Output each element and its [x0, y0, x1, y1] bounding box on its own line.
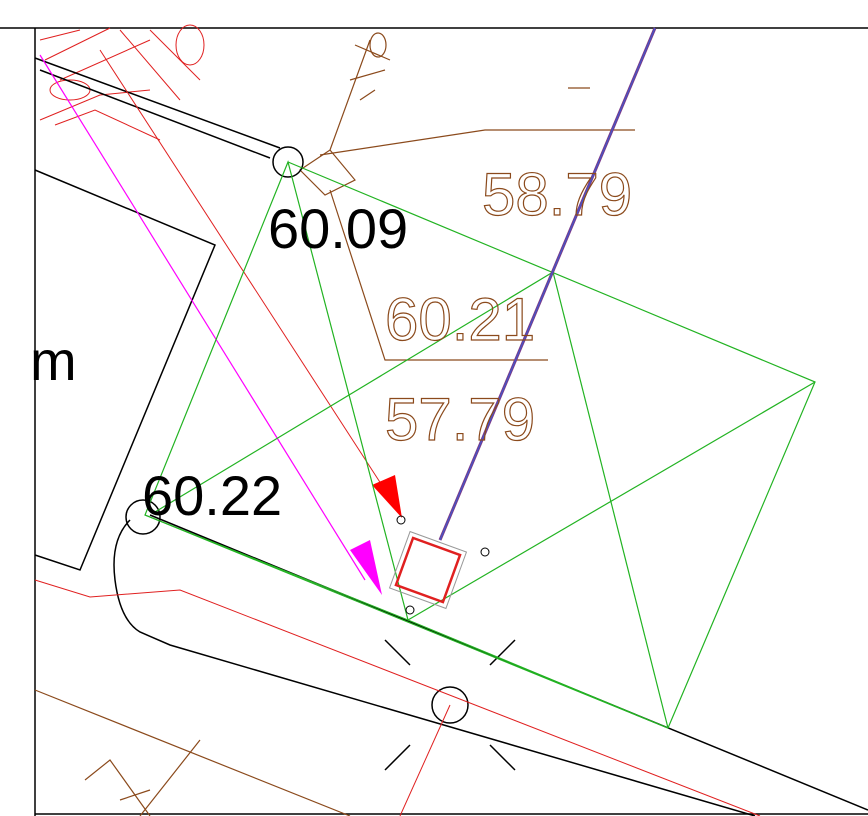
point — [480, 547, 490, 557]
level-label: 60.22 — [142, 464, 282, 527]
unit-label: m — [30, 329, 77, 392]
frame — [0, 27, 868, 816]
pipe-line-core — [439, 27, 656, 541]
arrow-red — [372, 475, 402, 518]
elevation-label: 58.79 — [482, 161, 632, 228]
red-lines — [34, 49, 761, 816]
magenta-line — [39, 54, 366, 581]
arrow-magenta — [350, 540, 382, 595]
hatch — [39, 24, 205, 141]
elevation-label: 60.21 — [385, 286, 535, 353]
level-label: 60.09 — [268, 197, 408, 260]
point — [396, 515, 406, 525]
point — [405, 605, 415, 615]
inlet — [388, 530, 468, 610]
elevation-label: 57.79 — [385, 386, 535, 453]
survey-lines — [34, 32, 635, 816]
